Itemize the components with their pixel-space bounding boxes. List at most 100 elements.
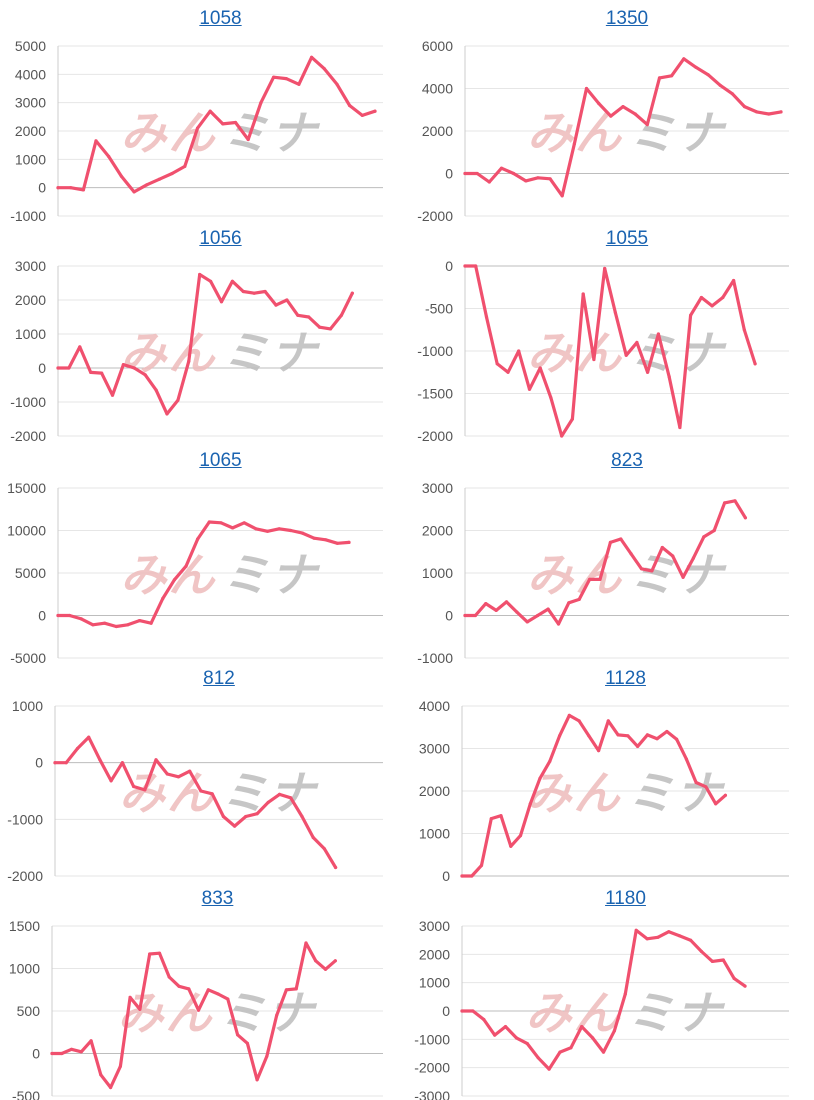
data-point (598, 577, 602, 581)
data-point (548, 759, 552, 763)
data-point (678, 934, 682, 938)
chart-title-link[interactable]: 812 (203, 668, 235, 689)
y-tick-label: 0 (32, 1046, 40, 1062)
y-tick-label: 0 (442, 1003, 450, 1019)
y-tick-label: 2000 (419, 783, 450, 799)
data-point (348, 103, 352, 108)
data-point (56, 186, 60, 190)
y-tick-label: -500 (425, 301, 453, 317)
data-point (645, 733, 649, 737)
chart-title-link[interactable]: 1058 (199, 8, 242, 29)
chart-panel-1056: 1056 3000 2000 1000 0 -1000 -2000 みん ミナ (0, 228, 400, 444)
watermark-right: ミナ (223, 106, 321, 160)
data-point (98, 758, 102, 762)
data-point (656, 935, 660, 939)
data-point (322, 847, 326, 851)
data-point (334, 865, 338, 870)
chart-panel-1350: 1350 6000 4000 2000 0 -2000 みん ミナ (407, 8, 814, 224)
data-point (536, 176, 540, 180)
data-point (616, 733, 620, 737)
chart-title-link[interactable]: 1128 (605, 668, 646, 689)
data-point (755, 110, 759, 114)
data-point (639, 567, 644, 571)
data-point (188, 769, 192, 773)
chart-title-link[interactable]: 1180 (605, 888, 646, 909)
data-point (233, 824, 237, 828)
series-line (50, 941, 337, 1090)
data-point (621, 105, 625, 109)
data-point (499, 814, 503, 818)
data-point (307, 315, 311, 319)
y-tick-label: 0 (445, 258, 453, 274)
data-point (109, 1085, 113, 1090)
data-point (121, 363, 125, 367)
series-line (460, 713, 727, 878)
data-point (255, 1078, 259, 1082)
watermark-left: みん (118, 986, 214, 1040)
data-point (328, 327, 333, 331)
data-point (525, 1042, 529, 1046)
y-tick-label: -5000 (10, 650, 46, 666)
data-point (118, 1064, 122, 1068)
data-point (489, 817, 493, 821)
watermark-left: みん (119, 766, 215, 820)
y-tick-label: 0 (38, 608, 46, 624)
data-point (324, 538, 328, 542)
series-line (53, 735, 338, 870)
y-tick-label: 15000 (7, 480, 46, 496)
data-point (100, 371, 104, 375)
watermark-logo: みん ミナ (121, 548, 319, 602)
y-tick-label: 4000 (422, 81, 453, 97)
data-point (704, 785, 708, 789)
data-point (567, 713, 571, 717)
chart-title-link[interactable]: 1065 (199, 450, 242, 471)
data-point (304, 941, 308, 945)
chart-title-link[interactable]: 1056 (199, 228, 242, 249)
data-point (499, 166, 504, 170)
data-point (646, 370, 650, 374)
data-point (161, 596, 165, 601)
watermark-logo: みん ミナ (526, 986, 724, 1040)
data-point (114, 624, 118, 629)
y-tick-label: 1000 (15, 151, 46, 167)
data-point (730, 92, 734, 96)
data-point (149, 621, 153, 625)
data-point (475, 171, 479, 176)
data-point (597, 749, 601, 753)
y-tick-label: 1000 (419, 975, 450, 991)
chart-title-link[interactable]: 833 (201, 888, 234, 909)
data-point (199, 789, 203, 793)
data-point (143, 788, 147, 792)
data-point (487, 180, 491, 184)
data-point (255, 812, 259, 816)
data-point (742, 105, 747, 109)
watermark-logo: みん ミナ (118, 986, 316, 1040)
y-tick-label: 2000 (422, 123, 453, 139)
data-point (69, 186, 73, 190)
chart-title-link[interactable]: 823 (611, 450, 643, 471)
data-point (272, 75, 276, 79)
chart-plot: 15000 10000 5000 0 -5000 みん ミナ (7, 480, 383, 666)
data-point (612, 1029, 616, 1033)
data-point (675, 737, 679, 741)
data-point (285, 298, 289, 302)
data-point (524, 179, 528, 183)
chart-plot: 3000 2000 1000 0 -1000 -2000 -3000 みん ミナ (414, 918, 789, 1100)
data-point (721, 295, 725, 300)
data-point (623, 992, 627, 996)
data-point (221, 814, 225, 819)
data-point (721, 958, 725, 962)
y-tick-label: 3000 (422, 480, 453, 496)
y-tick-label: -2000 (10, 428, 46, 444)
data-point (195, 126, 200, 130)
data-point (284, 77, 288, 81)
data-point (208, 109, 212, 113)
data-point (263, 289, 267, 294)
series-line (56, 55, 377, 194)
data-point (556, 622, 561, 626)
data-point (53, 761, 57, 765)
chart-title-link[interactable]: 1350 (605, 8, 649, 29)
chart-title-link[interactable]: 1055 (605, 228, 649, 249)
data-point (463, 613, 467, 618)
data-point (743, 516, 747, 520)
